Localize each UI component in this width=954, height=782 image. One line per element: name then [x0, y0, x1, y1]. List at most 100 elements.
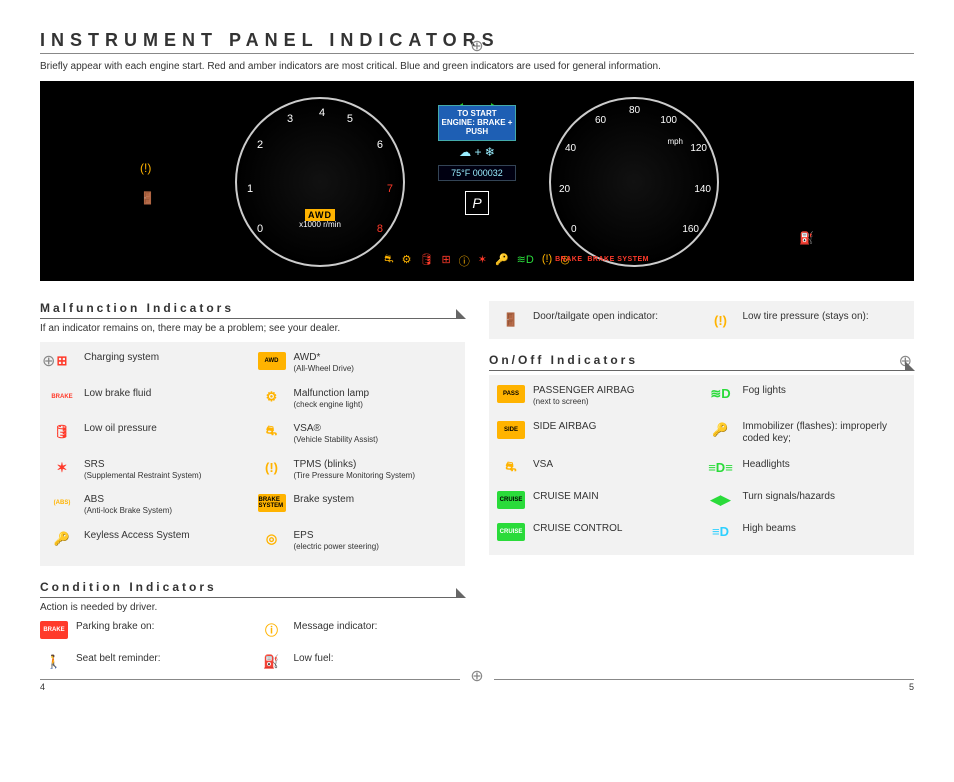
tpms-icon: (!) [258, 459, 286, 477]
page-num-left: 4 [40, 679, 460, 692]
indicator-sublabel: (All-Wheel Drive) [294, 364, 354, 374]
indicator-row: 🚶 Seat belt reminder: [40, 653, 248, 671]
malfunction-box: ⊞Charging systemAWDAWD*(All-Wheel Drive)… [40, 342, 465, 566]
indicator-label: SIDE AIRBAG [533, 421, 596, 433]
reg-mark-bottom: ⊕ [470, 666, 483, 686]
warn-icon: ⓘ [459, 253, 470, 269]
indicator-label: VSA [533, 459, 553, 471]
indicator-label: Low brake fluid [84, 388, 151, 400]
indicator-row: 🚪Door/tailgate open indicator: [497, 311, 697, 329]
onoff-section: On/Off Indicators PASSPASSENGER AIRBAG(n… [489, 353, 914, 555]
page-num-right: 5 [494, 679, 914, 692]
warn-icon: ⊞ [442, 253, 451, 269]
warn-icon: ✶ [478, 253, 487, 269]
srs-icon: ✶ [48, 459, 76, 477]
door-icon: 🚪 [497, 311, 525, 329]
condition-section: Condition Indicators Action is needed by… [40, 580, 465, 671]
indicator-row: CRUISECRUISE MAIN [497, 491, 697, 509]
malfunction-grid: ⊞Charging systemAWDAWD*(All-Wheel Drive)… [48, 352, 457, 552]
reg-mark-left: ⊕ [42, 351, 55, 371]
indicator-row: ≡D High beams [707, 523, 907, 541]
page-wrapper: ⊕ ⊕ ⊕ ⊕ INSTRUMENT PANEL INDICATORS Brie… [40, 30, 914, 692]
indicator-row: ≋D Fog lights [707, 385, 907, 407]
indicator-sublabel: (Anti-lock Brake System) [84, 506, 172, 516]
cruise-ctrl-icon: CRUISE [497, 523, 525, 541]
onoff-box: PASS PASSENGER AIRBAG(next to screen) ≋D Fo… [489, 375, 914, 555]
indicator-label: Seat belt reminder: [76, 653, 161, 665]
tpms-icon: (!) [707, 311, 735, 329]
eps-icon: ◎ [258, 530, 286, 548]
indicator-label: CRUISE CONTROL [533, 523, 622, 535]
tach-unit-label: x1000 r/min [299, 220, 341, 229]
indicator-label: Low oil pressure [84, 423, 157, 435]
malfunction-subtext: If an indicator remains on, there may be… [40, 323, 465, 334]
headlights-icon: ≡D≡ [707, 459, 735, 477]
indicator-row: ⚙Malfunction lamp(check engine light) [258, 388, 458, 410]
side-airbag-icon: SIDE [497, 421, 525, 439]
indicator-label: Headlights [743, 459, 790, 471]
columns: Malfunction Indicators If an indicator r… [40, 301, 914, 671]
indicator-row: (ABS)ABS(Anti-lock Brake System) [48, 494, 248, 516]
indicator-label: TPMS (blinks)(Tire Pressure Monitoring S… [294, 459, 416, 481]
indicator-sublabel: (Supplemental Restraint System) [84, 471, 201, 481]
immobilizer-icon: 🔑 [707, 421, 735, 439]
pass-airbag-icon: PASS [497, 385, 525, 403]
awd-icon: AWD [258, 352, 286, 370]
side-warn-icon: ⛽ [799, 231, 814, 245]
fog-icon: ≋D [707, 385, 735, 403]
reg-mark-top: ⊕ [470, 36, 483, 56]
dashboard-panel: x1000 r/min 0 1 2 3 4 5 6 7 8 mph 0 20 4… [40, 81, 914, 281]
indicator-label: Low fuel: [294, 653, 334, 665]
malfunction-section: Malfunction Indicators If an indicator r… [40, 301, 465, 566]
condition-subtext: Action is needed by driver. [40, 602, 465, 613]
vsa-icon: ⛐ [258, 423, 286, 441]
right-column: 🚪Door/tailgate open indicator: (!) Low tir… [489, 301, 914, 569]
indicator-row: 🔑 Immobilizer (flashes): improperly coded… [707, 421, 907, 445]
key-icon: 🔑 [48, 530, 76, 548]
indicator-row: BRAKE SYSTEMBrake system [258, 494, 458, 516]
seatbelt-icon: 🚶 [40, 653, 68, 671]
turn-signals-icon: ◀▶ [707, 491, 735, 509]
indicator-sublabel: (electric power steering) [294, 542, 379, 552]
section-header-malfunction: Malfunction Indicators [40, 301, 465, 319]
indicator-row: AWD AWD*(All-Wheel Drive) [258, 352, 458, 374]
indicator-label: Immobilizer (flashes): improperly coded … [743, 421, 907, 445]
warn-icon: ≋D [517, 253, 534, 269]
warn-icon: ⛐ [384, 253, 394, 269]
indicator-sublabel: (Tire Pressure Monitoring System) [294, 471, 416, 481]
oil-icon: 🛢 [48, 423, 76, 441]
high-beam-icon: ≡D [707, 523, 735, 541]
indicator-label: VSA®(Vehicle Stability Assist) [294, 423, 378, 445]
indicator-label: PASSENGER AIRBAG(next to screen) [533, 385, 635, 407]
intro-text: Briefly appear with each engine start. R… [40, 60, 914, 73]
indicator-row: CRUISE CRUISE CONTROL [497, 523, 697, 541]
indicator-label: Message indicator: [294, 621, 378, 633]
cruise-main-icon: CRUISE [497, 491, 525, 509]
indicator-row: 🔑 Keyless Access System [48, 530, 248, 552]
weather-icons: ☁ + ❄ [438, 145, 516, 159]
warn-icon: ⚙ [402, 253, 412, 269]
indicator-label: Fog lights [743, 385, 786, 397]
fuel-icon: ⛽ [258, 653, 286, 671]
indicator-row: ⓘMessage indicator: [258, 621, 466, 639]
brake-text-icon: BRAKE [40, 621, 68, 639]
indicator-label: AWD*(All-Wheel Drive) [294, 352, 354, 374]
indicator-label: Low tire pressure (stays on): [743, 311, 869, 323]
indicator-label: EPS(electric power steering) [294, 530, 379, 552]
indicator-row: ◎ EPS(electric power steering) [258, 530, 458, 552]
warning-lights-row: ⛐ ⚙ 🛢 ⊞ ⓘ ✶ 🔑 ≋D (!) ◎ [384, 253, 570, 269]
indicator-label: High beams [743, 523, 796, 535]
right-top-grid: 🚪Door/tailgate open indicator: (!) Low tir… [497, 311, 906, 329]
indicator-label: Turn signals/hazards [743, 491, 835, 503]
indicator-label: Keyless Access System [84, 530, 190, 542]
indicator-row: PASS PASSENGER AIRBAG(next to screen) [497, 385, 697, 407]
indicator-row: ⛽ Low fuel: [258, 653, 466, 671]
vsa-off-icon: ⛐ [497, 459, 525, 477]
indicator-sublabel: (next to screen) [533, 397, 635, 407]
indicator-row: ⛐ VSA [497, 459, 697, 477]
brake-text-icon: BRAKE [48, 388, 76, 406]
onoff-grid: PASS PASSENGER AIRBAG(next to screen) ≋D Fo… [497, 385, 906, 541]
indicator-label: SRS(Supplemental Restraint System) [84, 459, 201, 481]
section-header-condition: Condition Indicators [40, 580, 465, 598]
indicator-sublabel: (Vehicle Stability Assist) [294, 435, 378, 445]
